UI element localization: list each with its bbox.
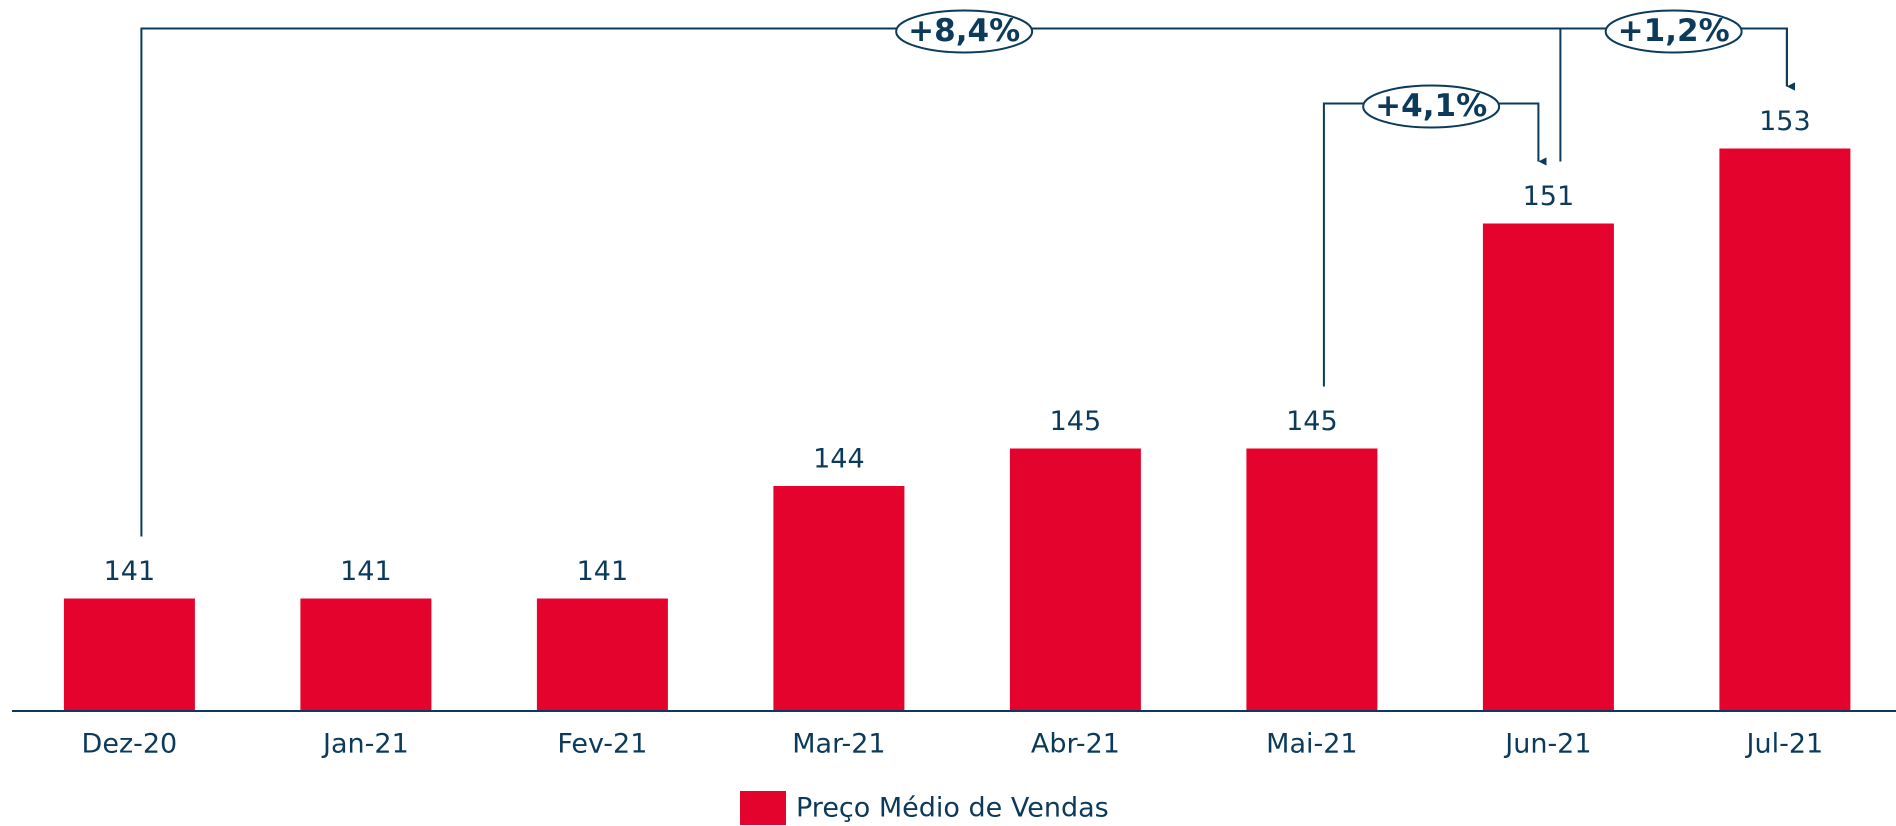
bar (1009, 448, 1141, 711)
annotation-badge (1362, 84, 1501, 129)
value-label: 145 (1286, 406, 1338, 437)
bar (63, 598, 195, 711)
x-tick-label: Mai-21 (1266, 729, 1357, 760)
legend-swatch (740, 791, 786, 825)
bar (1482, 223, 1614, 711)
value-label: 141 (340, 556, 392, 587)
bar (1246, 448, 1378, 711)
annotation-label: +4,1% (1375, 88, 1487, 124)
x-tick-label: Jan-21 (321, 729, 409, 760)
x-tick-label: Mar-21 (792, 729, 885, 760)
value-label: 141 (104, 556, 156, 587)
legend-label: Preço Médio de Vendas (796, 793, 1109, 824)
bar (1719, 148, 1851, 711)
value-label: 145 (1050, 406, 1102, 437)
value-label: 153 (1759, 106, 1811, 137)
value-label: 141 (577, 556, 629, 587)
annotation-badge (1604, 9, 1743, 54)
annotation-badge (895, 9, 1034, 54)
x-tick-label: Jun-21 (1503, 729, 1591, 760)
bar (300, 598, 432, 711)
annotation-label: +8,4% (908, 13, 1020, 49)
x-tick-label: Abr-21 (1031, 729, 1120, 760)
value-label: 151 (1523, 181, 1575, 212)
bar (773, 486, 905, 711)
value-label: 144 (813, 444, 865, 475)
annotation-label: +1,2% (1618, 13, 1730, 49)
bar (536, 598, 668, 711)
x-tick-label: Jul-21 (1745, 729, 1824, 760)
x-tick-label: Fev-21 (557, 729, 647, 760)
x-tick-label: Dez-20 (82, 729, 178, 760)
